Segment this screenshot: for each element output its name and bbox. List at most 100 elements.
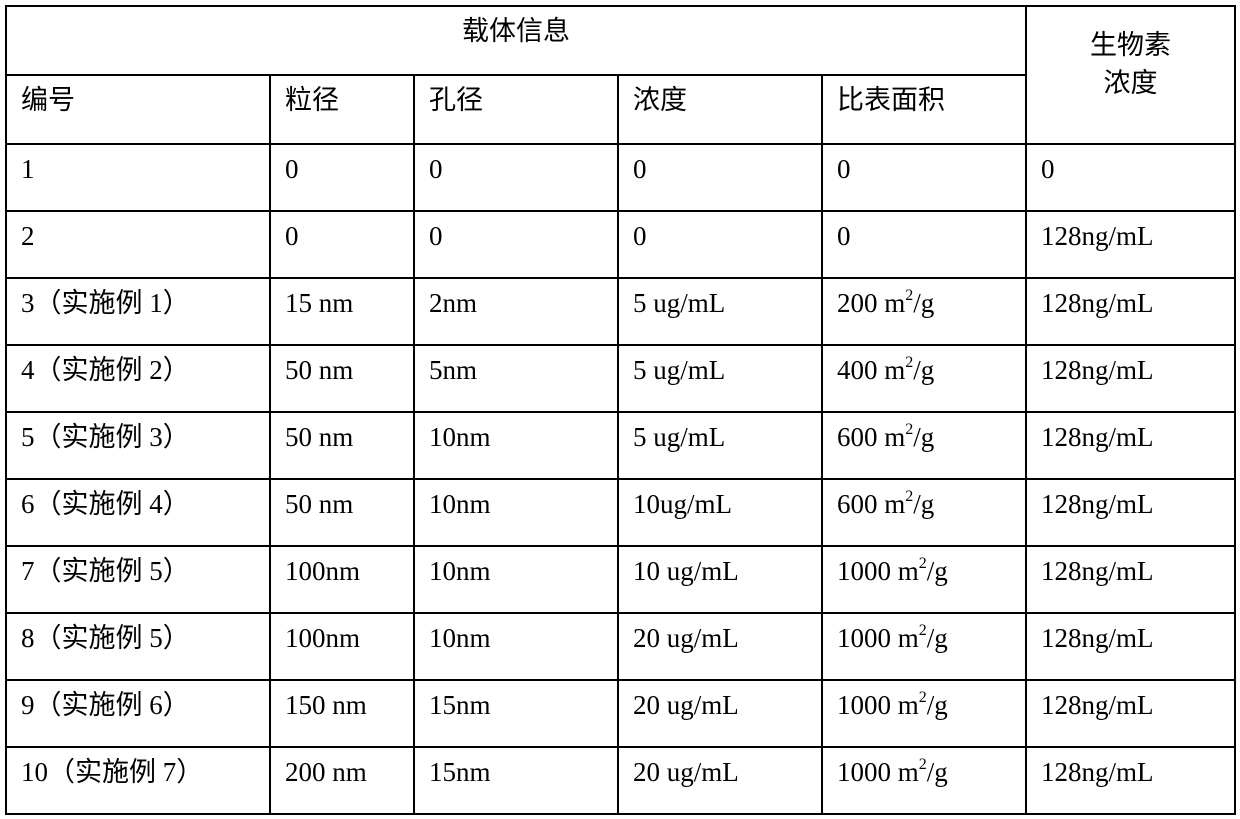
cell-pore-size: 15nm [414, 747, 618, 814]
cell-pore-size: 15nm [414, 680, 618, 747]
cell-biotin-concentration: 0 [1026, 144, 1235, 211]
cell-particle-size: 100nm [270, 546, 414, 613]
data-table: 载体信息 生物素浓度 编号 粒径 孔径 浓度 比表面积 100000200001… [5, 5, 1236, 815]
table-row: 5（实施例 3）50 nm10nm5 ug/mL600 m2/g128ng/mL [6, 412, 1235, 479]
cell-id: 2 [6, 211, 270, 278]
cell-concentration: 20 ug/mL [618, 747, 822, 814]
cell-surface-area: 600 m2/g [822, 412, 1026, 479]
cell-particle-size: 150 nm [270, 680, 414, 747]
table-row: 4（实施例 2）50 nm5nm5 ug/mL400 m2/g128ng/mL [6, 345, 1235, 412]
cell-pore-size: 10nm [414, 412, 618, 479]
surface-area-unit: /g [913, 355, 934, 385]
cell-surface-area: 1000 m2/g [822, 747, 1026, 814]
table-row: 100000 [6, 144, 1235, 211]
surface-area-unit: /g [927, 556, 948, 586]
cell-concentration: 20 ug/mL [618, 613, 822, 680]
column-header-pore-size: 孔径 [414, 75, 618, 144]
table-row: 6（实施例 4）50 nm10nm10ug/mL600 m2/g128ng/mL [6, 479, 1235, 546]
column-header-surface-area: 比表面积 [822, 75, 1026, 144]
column-header-id: 编号 [6, 75, 270, 144]
cell-concentration: 0 [618, 144, 822, 211]
cell-particle-size: 15 nm [270, 278, 414, 345]
cell-concentration: 10ug/mL [618, 479, 822, 546]
cell-id: 8（实施例 5） [6, 613, 270, 680]
cell-biotin-concentration: 128ng/mL [1026, 546, 1235, 613]
cell-surface-area: 1000 m2/g [822, 546, 1026, 613]
cell-surface-area: 0 [822, 144, 1026, 211]
cell-biotin-concentration: 128ng/mL [1026, 278, 1235, 345]
cell-pore-size: 2nm [414, 278, 618, 345]
cell-id: 6（实施例 4） [6, 479, 270, 546]
surface-area-unit: /g [913, 288, 934, 318]
table-row: 3（实施例 1）15 nm2nm5 ug/mL200 m2/g128ng/mL [6, 278, 1235, 345]
superscript-2: 2 [919, 756, 927, 773]
cell-surface-area: 0 [822, 211, 1026, 278]
surface-area-value: 1000 m [837, 690, 919, 720]
cell-id: 9（实施例 6） [6, 680, 270, 747]
cell-concentration: 5 ug/mL [618, 412, 822, 479]
cell-concentration: 10 ug/mL [618, 546, 822, 613]
cell-surface-area: 400 m2/g [822, 345, 1026, 412]
surface-area-unit: /g [927, 690, 948, 720]
bio-header-line2: 浓度 [1104, 68, 1158, 98]
superscript-2: 2 [919, 622, 927, 639]
table-row: 10（实施例 7）200 nm15nm20 ug/mL1000 m2/g128n… [6, 747, 1235, 814]
surface-area-value: 1000 m [837, 623, 919, 653]
cell-id: 10（实施例 7） [6, 747, 270, 814]
cell-particle-size: 0 [270, 144, 414, 211]
surface-area-value: 600 m [837, 489, 905, 519]
surface-area-unit: /g [927, 623, 948, 653]
cell-pore-size: 0 [414, 144, 618, 211]
cell-id: 7（实施例 5） [6, 546, 270, 613]
cell-biotin-concentration: 128ng/mL [1026, 345, 1235, 412]
superscript-2: 2 [919, 555, 927, 572]
table-row: 7（实施例 5）100nm10nm10 ug/mL1000 m2/g128ng/… [6, 546, 1235, 613]
cell-particle-size: 200 nm [270, 747, 414, 814]
cell-surface-area: 1000 m2/g [822, 680, 1026, 747]
cell-pore-size: 10nm [414, 546, 618, 613]
cell-id: 4（实施例 2） [6, 345, 270, 412]
table-row: 20000128ng/mL [6, 211, 1235, 278]
cell-particle-size: 50 nm [270, 345, 414, 412]
surface-area-value: 1000 m [837, 757, 919, 787]
cell-concentration: 5 ug/mL [618, 278, 822, 345]
carrier-info-header: 载体信息 [6, 6, 1026, 75]
cell-particle-size: 50 nm [270, 479, 414, 546]
cell-concentration: 5 ug/mL [618, 345, 822, 412]
superscript-2: 2 [919, 689, 927, 706]
cell-pore-size: 0 [414, 211, 618, 278]
cell-biotin-concentration: 128ng/mL [1026, 479, 1235, 546]
cell-pore-size: 10nm [414, 613, 618, 680]
cell-id: 3（实施例 1） [6, 278, 270, 345]
cell-pore-size: 10nm [414, 479, 618, 546]
cell-id: 1 [6, 144, 270, 211]
cell-particle-size: 50 nm [270, 412, 414, 479]
cell-particle-size: 100nm [270, 613, 414, 680]
biotin-concentration-header: 生物素浓度 [1026, 6, 1235, 144]
bio-header-line1: 生物素 [1090, 30, 1171, 60]
cell-id: 5（实施例 3） [6, 412, 270, 479]
cell-biotin-concentration: 128ng/mL [1026, 680, 1235, 747]
surface-area-value: 0 [837, 221, 851, 251]
surface-area-unit: /g [913, 422, 934, 452]
surface-area-value: 600 m [837, 422, 905, 452]
cell-particle-size: 0 [270, 211, 414, 278]
cell-surface-area: 200 m2/g [822, 278, 1026, 345]
cell-surface-area: 600 m2/g [822, 479, 1026, 546]
cell-biotin-concentration: 128ng/mL [1026, 412, 1235, 479]
surface-area-value: 1000 m [837, 556, 919, 586]
cell-pore-size: 5nm [414, 345, 618, 412]
cell-surface-area: 1000 m2/g [822, 613, 1026, 680]
cell-biotin-concentration: 128ng/mL [1026, 613, 1235, 680]
surface-area-value: 400 m [837, 355, 905, 385]
surface-area-value: 200 m [837, 288, 905, 318]
surface-area-unit: /g [927, 757, 948, 787]
cell-biotin-concentration: 128ng/mL [1026, 747, 1235, 814]
surface-area-value: 0 [837, 154, 851, 184]
table-row: 8（实施例 5）100nm10nm20 ug/mL1000 m2/g128ng/… [6, 613, 1235, 680]
table-row: 9（实施例 6）150 nm15nm20 ug/mL1000 m2/g128ng… [6, 680, 1235, 747]
cell-biotin-concentration: 128ng/mL [1026, 211, 1235, 278]
cell-concentration: 0 [618, 211, 822, 278]
column-header-particle-size: 粒径 [270, 75, 414, 144]
column-header-concentration: 浓度 [618, 75, 822, 144]
